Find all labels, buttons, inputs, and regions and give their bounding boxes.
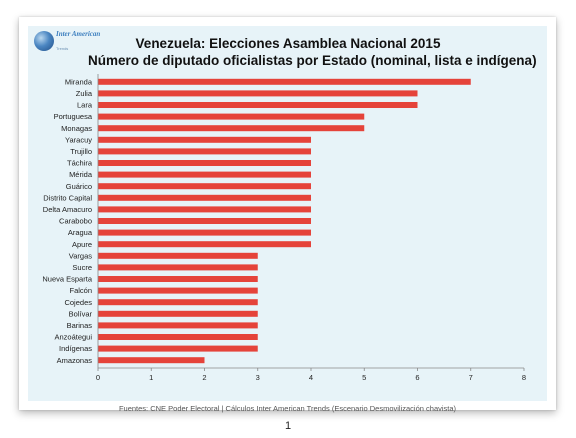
category-label-3: Portuguesa [54,112,93,121]
bar-7 [98,160,311,166]
bar-9 [98,183,311,190]
bar-17 [98,276,258,282]
bar-4 [98,125,365,132]
category-label-0: Miranda [65,77,93,86]
bar-5 [98,136,311,143]
bar-0 [98,78,471,85]
category-label-20: Bolívar [69,309,93,318]
bar-2 [98,102,418,108]
bar-15 [98,252,258,259]
category-label-12: Carabobo [59,217,92,226]
bar-21 [98,322,258,329]
category-label-13: Aragua [68,228,93,237]
category-label-4: Monagas [61,124,92,133]
page-number: 1 [284,420,292,432]
category-label-15: Vargas [69,251,92,260]
x-tick-label-4: 4 [309,373,313,382]
bar-19 [98,299,258,306]
category-label-18: Falcón [69,286,92,295]
bar-16 [98,264,258,271]
logo-subtitle: Trends [56,46,69,51]
bar-11 [98,206,311,213]
x-tick-label-5: 5 [362,373,366,382]
bar-24 [98,357,205,364]
chart-panel: Inter American Trends Venezuela: Eleccio… [28,26,547,413]
globe-icon [34,31,54,51]
bar-3 [98,113,365,120]
category-label-9: Guárico [66,182,92,191]
bar-1 [98,90,418,97]
logo-name: Inter American [56,31,101,38]
x-tick-label-3: 3 [256,373,260,382]
bar-10 [98,194,311,201]
category-label-17: Nueva Esparta [42,275,92,284]
bar-23 [98,345,258,352]
bar-22 [98,334,258,340]
category-label-8: Mérida [69,170,93,179]
bar-6 [98,148,311,155]
bar-chart: Miranda Zulia Lara Portuguesa Monagas Yaracuy… [42,74,526,382]
category-label-6: Trujillo [70,147,92,156]
category-label-2: Lara [77,101,93,110]
category-label-24: Amazonas [57,356,93,365]
category-label-16: Sucre [72,263,92,272]
category-label-23: Indígenas [59,344,92,353]
bar-8 [98,171,311,178]
category-label-1: Zulia [76,89,93,98]
category-label-7: Táchira [67,159,93,168]
chart-subtitle: Número de diputado oficialistas por Esta… [88,53,537,68]
source-footnote: Fuentes: CNE Poder Electoral | Cálculos … [118,404,457,413]
category-label-14: Apure [72,240,92,249]
bar-14 [98,241,311,248]
category-label-10: Distrito Capital [43,193,92,202]
bar-13 [98,229,311,236]
x-tick-label-0: 0 [96,373,100,382]
category-label-22: Anzoátegui [54,333,92,342]
slide-frame: Inter American Trends Venezuela: Eleccio… [19,17,556,413]
x-tick-label-7: 7 [469,373,473,382]
bar-18 [98,287,258,294]
category-label-5: Yaracuy [65,135,92,144]
chart-title: Venezuela: Elecciones Asamblea Nacional … [135,36,441,51]
x-tick-label-6: 6 [415,373,419,382]
x-tick-label-2: 2 [202,373,206,382]
category-label-19: Cojedes [64,298,92,307]
bar-12 [98,218,311,224]
bar-20 [98,310,258,317]
category-label-21: Barinas [67,321,93,330]
x-tick-label-1: 1 [149,373,153,382]
category-label-11: Delta Amacuro [43,205,92,214]
x-tick-label-8: 8 [522,373,526,382]
inter-american-trends-logo: Inter American Trends [34,30,106,54]
